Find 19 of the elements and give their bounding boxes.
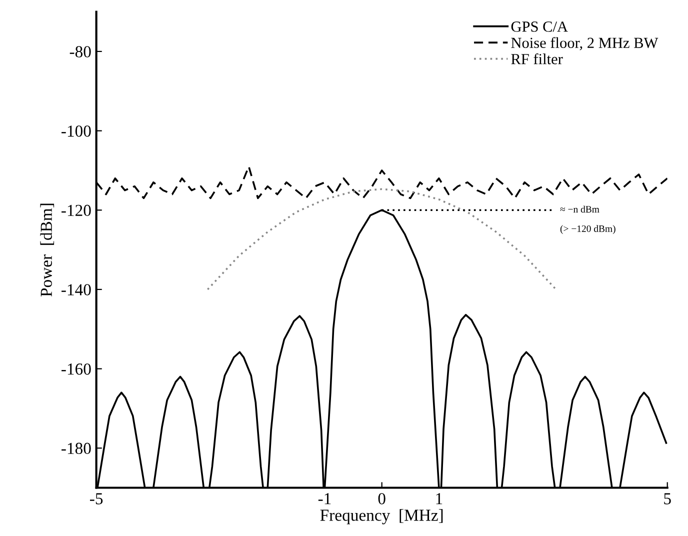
x-tick-label: -1 [318,493,331,504]
y-tick-label: -140 [62,284,91,296]
x-tick-label: 5 [664,493,671,504]
annotation: (> −120 dBm) [560,225,616,234]
x-tick-label: 1 [436,493,442,504]
x-tick-label: -5 [90,493,103,504]
legend-label: RF filter [511,53,563,64]
y-tick-label: -80 [70,46,91,58]
x-tick-label: 0 [378,493,386,504]
y-axis-title: Power [dBm] [40,204,54,297]
y-tick-label: -120 [62,204,91,216]
annotation: ≈ −n dBm [560,206,600,213]
x-axis-title: Frequency [MHz] [320,509,443,524]
line-series [206,188,557,290]
y-tick-label: -180 [62,442,91,454]
y-tick-label: -160 [62,363,91,375]
y-tick-label: -100 [62,125,91,137]
legend-label: GPS C/A [511,22,568,32]
legend-label: Noise floor, 2 MHz BW [511,37,658,50]
